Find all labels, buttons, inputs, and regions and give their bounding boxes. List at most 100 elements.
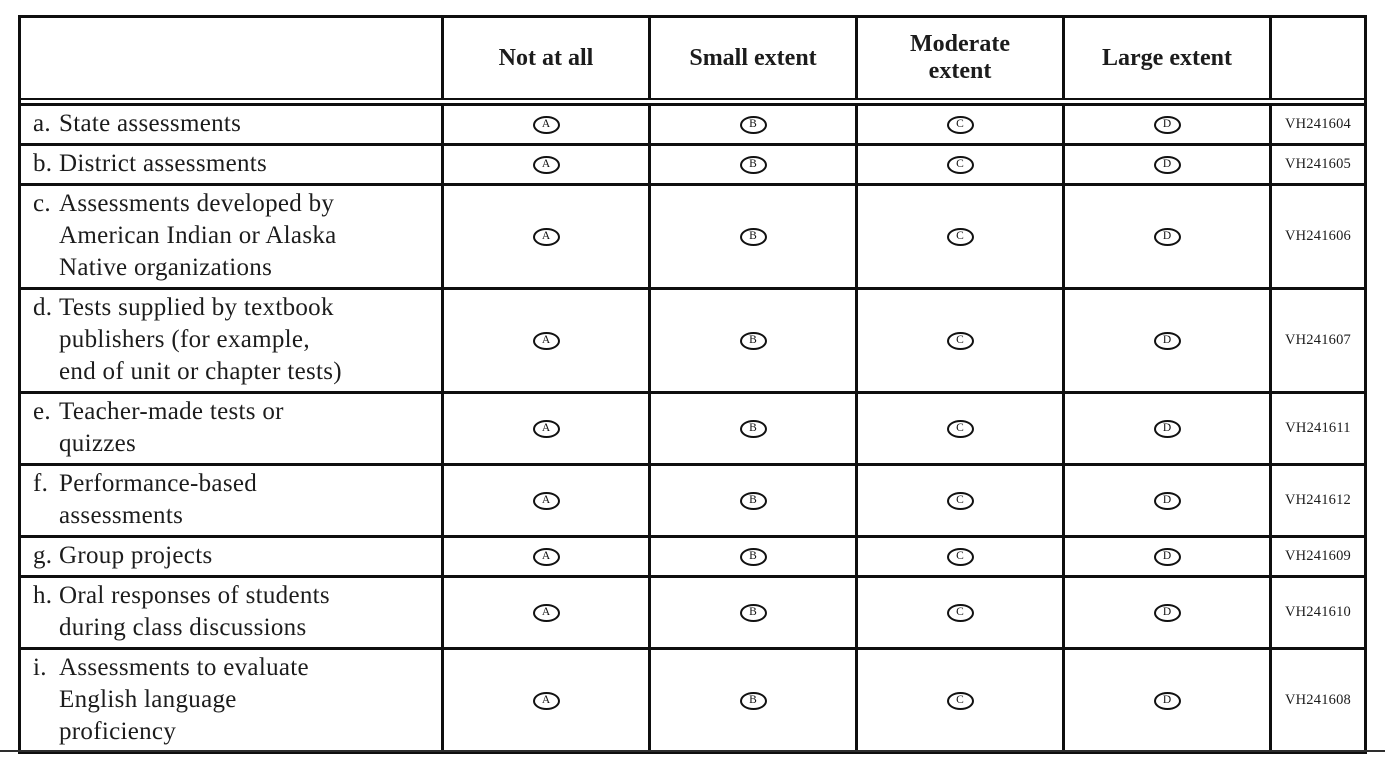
answer-bubble-c[interactable]: C (946, 331, 974, 350)
answer-bubble-a[interactable]: A (532, 115, 560, 134)
row-label-cell: a. State assessments (21, 106, 441, 143)
column-header-small-extent: Small extent (648, 18, 855, 98)
answer-bubble-a[interactable]: A (532, 491, 560, 510)
answer-bubble-c[interactable]: C (946, 115, 974, 134)
row-label-cell: h. Oral responses of students during cla… (21, 578, 441, 647)
table-row: i. Assessments to evaluate English langu… (21, 650, 1364, 751)
item-code: VH241610 (1269, 578, 1364, 647)
answer-bubble-d[interactable]: D (1153, 547, 1181, 566)
page-bottom-rule (0, 750, 1385, 752)
answer-cell-small-extent: B (648, 146, 855, 183)
row-letter-prefix: f. (33, 470, 49, 497)
table-row: b. District assessments A B C D VH241605 (21, 146, 1364, 186)
item-code: VH241604 (1269, 106, 1364, 143)
answer-bubble-c[interactable]: C (946, 603, 974, 622)
answer-bubble-a[interactable]: A (532, 691, 560, 710)
answer-bubble-d[interactable]: D (1153, 691, 1181, 710)
answer-bubble-d[interactable]: D (1153, 227, 1181, 246)
table-row: h. Oral responses of students during cla… (21, 578, 1364, 650)
answer-bubble-b[interactable]: B (739, 691, 767, 710)
answer-cell-moderate-extent: C (855, 538, 1062, 575)
column-header-large-extent: Large extent (1062, 18, 1269, 98)
answer-bubble-a[interactable]: A (532, 155, 560, 174)
answer-cell-large-extent: D (1062, 466, 1269, 535)
assessment-extent-table: Not at all Small extent Moderate extent … (18, 15, 1367, 754)
item-code: VH241606 (1269, 186, 1364, 287)
row-label-cell: g. Group projects (21, 538, 441, 575)
answer-bubble-a[interactable]: A (532, 419, 560, 438)
column-header-not-at-all: Not at all (441, 18, 648, 98)
table-row: a. State assessments A B C D VH241604 (21, 106, 1364, 146)
answer-cell-small-extent: B (648, 186, 855, 287)
answer-bubble-c[interactable]: C (946, 491, 974, 510)
answer-bubble-a[interactable]: A (532, 547, 560, 566)
row-label-cell: d. Tests supplied by textbook publishers… (21, 290, 441, 391)
answer-bubble-c[interactable]: C (946, 419, 974, 438)
row-label-cell: i. Assessments to evaluate English langu… (21, 650, 441, 751)
table-row: c. Assessments developed by American Ind… (21, 186, 1364, 290)
row-label: Assessments developed by American Indian… (59, 190, 337, 281)
answer-bubble-b[interactable]: B (739, 419, 767, 438)
row-letter-prefix: h. (33, 582, 53, 609)
row-label-cell: f. Performance-based assessments (21, 466, 441, 535)
item-code: VH241612 (1269, 466, 1364, 535)
answer-cell-not-at-all: A (441, 538, 648, 575)
answer-cell-moderate-extent: C (855, 466, 1062, 535)
answer-cell-moderate-extent: C (855, 146, 1062, 183)
table-row: f. Performance-based assessments A B C D… (21, 466, 1364, 538)
row-label: Performance-based assessments (59, 470, 258, 529)
code-column-header (1269, 18, 1364, 98)
row-label: State assessments (59, 110, 242, 137)
row-letter-prefix: a. (33, 110, 51, 137)
answer-bubble-d[interactable]: D (1153, 491, 1181, 510)
answer-bubble-b[interactable]: B (739, 227, 767, 246)
item-code: VH241605 (1269, 146, 1364, 183)
answer-cell-not-at-all: A (441, 186, 648, 287)
row-label: District assessments (59, 150, 268, 177)
answer-bubble-b[interactable]: B (739, 603, 767, 622)
answer-bubble-d[interactable]: D (1153, 419, 1181, 438)
row-letter-prefix: b. (33, 150, 53, 177)
answer-bubble-b[interactable]: B (739, 155, 767, 174)
answer-cell-large-extent: D (1062, 106, 1269, 143)
row-letter-prefix: d. (33, 294, 53, 321)
row-label: Group projects (59, 542, 213, 569)
answer-cell-large-extent: D (1062, 650, 1269, 751)
answer-cell-moderate-extent: C (855, 106, 1062, 143)
answer-cell-not-at-all: A (441, 290, 648, 391)
item-code: VH241607 (1269, 290, 1364, 391)
answer-cell-not-at-all: A (441, 106, 648, 143)
answer-bubble-a[interactable]: A (532, 603, 560, 622)
answer-bubble-d[interactable]: D (1153, 155, 1181, 174)
answer-bubble-b[interactable]: B (739, 115, 767, 134)
answer-bubble-c[interactable]: C (946, 227, 974, 246)
answer-bubble-c[interactable]: C (946, 155, 974, 174)
answer-bubble-c[interactable]: C (946, 691, 974, 710)
answer-cell-moderate-extent: C (855, 650, 1062, 751)
answer-bubble-b[interactable]: B (739, 491, 767, 510)
row-letter-prefix: e. (33, 398, 51, 425)
header-double-rule-gap (21, 100, 1364, 103)
row-label-column-header (21, 18, 441, 98)
row-label: Tests supplied by textbook publishers (f… (59, 294, 342, 385)
row-letter-prefix: g. (33, 542, 53, 569)
table-body: a. State assessments A B C D VH241604 b.… (21, 103, 1364, 751)
answer-bubble-b[interactable]: B (739, 331, 767, 350)
answer-cell-not-at-all: A (441, 394, 648, 463)
answer-bubble-a[interactable]: A (532, 227, 560, 246)
answer-bubble-a[interactable]: A (532, 331, 560, 350)
answer-bubble-c[interactable]: C (946, 547, 974, 566)
answer-cell-small-extent: B (648, 394, 855, 463)
answer-cell-large-extent: D (1062, 578, 1269, 647)
row-label-cell: b. District assessments (21, 146, 441, 183)
answer-bubble-d[interactable]: D (1153, 115, 1181, 134)
answer-bubble-b[interactable]: B (739, 547, 767, 566)
answer-cell-large-extent: D (1062, 394, 1269, 463)
row-label-cell: c. Assessments developed by American Ind… (21, 186, 441, 287)
answer-bubble-d[interactable]: D (1153, 331, 1181, 350)
answer-cell-large-extent: D (1062, 538, 1269, 575)
row-letter-prefix: i. (33, 654, 47, 681)
answer-cell-moderate-extent: C (855, 578, 1062, 647)
answer-bubble-d[interactable]: D (1153, 603, 1181, 622)
answer-cell-not-at-all: A (441, 578, 648, 647)
